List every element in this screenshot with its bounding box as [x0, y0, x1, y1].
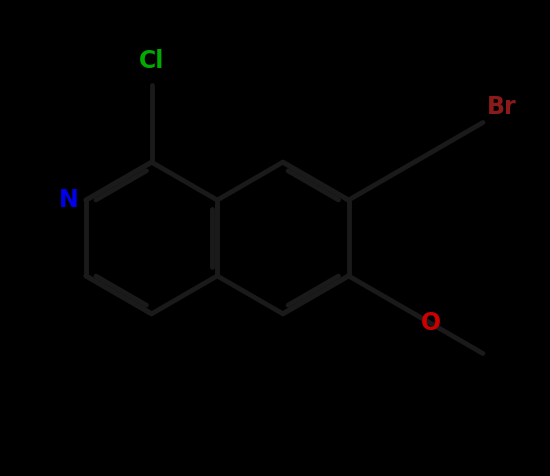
Text: N: N [58, 188, 78, 212]
Text: Br: Br [487, 95, 516, 119]
Text: O: O [420, 311, 441, 335]
Text: Cl: Cl [139, 49, 164, 73]
